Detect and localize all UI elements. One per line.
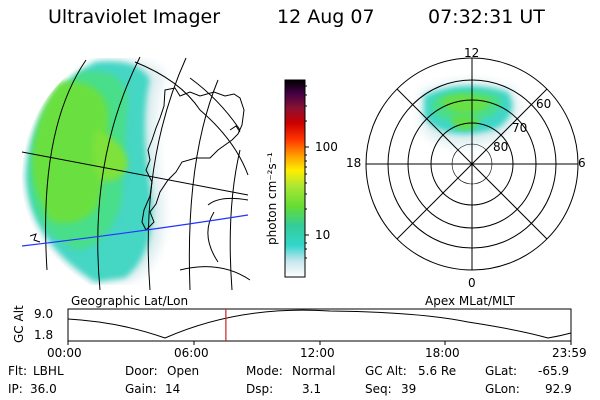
geo-grid-lines	[21, 56, 251, 291]
colorbar-ticks	[305, 85, 309, 259]
aurora-image-polar	[420, 80, 520, 147]
status-ip-value: 36.0	[30, 382, 57, 396]
colorbar-unit-label: photon cm⁻²s⁻¹	[265, 152, 279, 245]
colorbar-tick-10: 10	[315, 228, 331, 242]
mlat-label-60: 60	[536, 97, 552, 111]
status-glat-value: -65.9	[538, 364, 570, 378]
altitude-plot	[67, 308, 572, 345]
altitude-ytick-1-8: 1.8	[34, 328, 54, 342]
status-door-value: Open	[167, 364, 200, 378]
mlat-label-80: 80	[493, 140, 509, 154]
status-gain-value: 14	[165, 382, 181, 396]
altitude-x-ticks	[67, 341, 572, 345]
polar-panel	[365, 57, 579, 271]
date-label: 12 Aug 07	[277, 6, 375, 28]
altitude-plot-frame	[67, 308, 572, 342]
status-flt-label: Flt:	[8, 364, 27, 378]
polar-grid	[365, 57, 579, 271]
status-gcalt-value: 5.6 Re	[418, 364, 457, 378]
status-door-label: Door:	[125, 364, 158, 378]
status-glon-label: GLon:	[485, 382, 520, 396]
status-dsp-label: Dsp:	[246, 382, 274, 396]
altitude-xtick-0000: 00:00	[47, 346, 82, 360]
mlat-label-70: 70	[512, 121, 528, 135]
small-island	[29, 233, 41, 243]
mlt-label-0: 0	[468, 276, 476, 290]
mlt-label-12: 12	[464, 46, 480, 60]
coastline	[141, 87, 245, 231]
status-glat-label: GLat:	[485, 364, 518, 378]
altitude-ylabel: GC Alt	[12, 305, 26, 343]
status-ip-label: IP:	[8, 382, 23, 396]
status-seq-value: 39	[401, 382, 417, 396]
altitude-xtick-0600: 06:00	[174, 346, 209, 360]
status-mode-label: Mode:	[246, 364, 283, 378]
status-mode-value: Normal	[292, 364, 336, 378]
altitude-ytick-9: 9.0	[34, 307, 54, 321]
altitude-xtick-2359: 23:59	[552, 346, 587, 360]
geographic-panel	[21, 56, 251, 291]
status-gain-label: Gain:	[125, 382, 157, 396]
altitude-curve	[67, 309, 572, 339]
polar-panel-label: Apex MLat/MLT	[425, 294, 515, 308]
instrument-title: Ultraviolet Imager	[48, 6, 221, 28]
time-label: 07:32:31 UT	[428, 6, 545, 28]
geographic-panel-label: Geographic Lat/Lon	[71, 294, 189, 308]
status-gcalt-label: GC Alt:	[365, 364, 407, 378]
altitude-xtick-1800: 18:00	[425, 346, 460, 360]
aurora-image-geo	[24, 59, 165, 285]
status-dsp-value: 3.1	[302, 382, 322, 396]
colorbar-tick-100: 100	[315, 140, 338, 154]
terminator-line	[21, 214, 249, 247]
status-glon-value: 92.9	[545, 382, 572, 396]
mlt-label-6: 6	[578, 156, 586, 170]
status-flt-value: LBHL	[33, 364, 64, 378]
colorbar-gradient	[285, 80, 305, 277]
colorbar	[284, 79, 309, 278]
status-seq-label: Seq:	[365, 382, 392, 396]
mlt-label-18: 18	[346, 156, 362, 170]
altitude-xtick-1200: 12:00	[300, 346, 335, 360]
